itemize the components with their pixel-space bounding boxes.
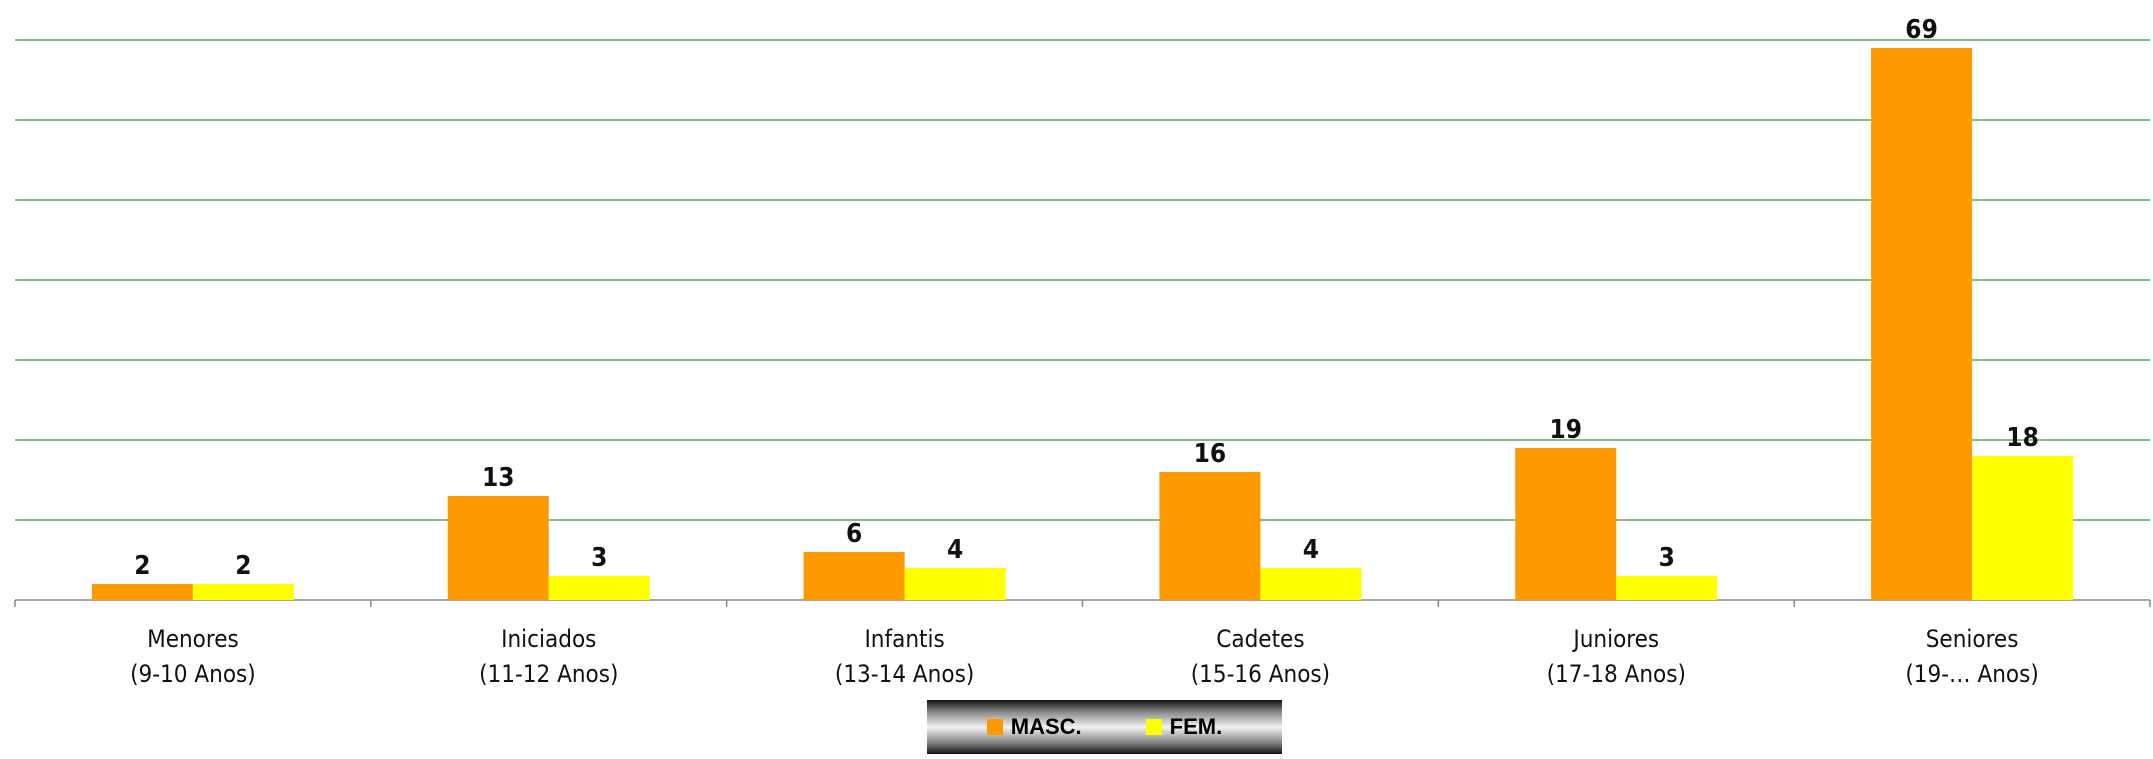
x-tick-label: Menores [147, 625, 239, 653]
x-tick-label: Cadetes [1216, 625, 1304, 653]
data-label: 69 [1905, 15, 1938, 45]
bar-masc [91, 584, 193, 600]
data-label: 2 [134, 551, 150, 581]
data-label: 4 [947, 535, 963, 565]
x-tick-label: (17-18 Anos) [1547, 660, 1686, 688]
data-label: 4 [1303, 535, 1319, 565]
x-tick-label: (15-16 Anos) [1191, 660, 1330, 688]
bar-masc [1871, 48, 1973, 600]
bar-fem [1260, 568, 1362, 600]
bar-fem [548, 576, 650, 600]
data-label: 6 [846, 519, 862, 549]
bar-fem [192, 584, 294, 600]
bar-masc [1515, 448, 1617, 600]
legend-swatch-masc [986, 719, 1003, 735]
legend-swatch-fem [1145, 719, 1162, 735]
data-label: 3 [591, 543, 607, 573]
data-label: 2 [235, 551, 251, 581]
data-label: 3 [1659, 543, 1675, 573]
legend-label-fem: FEM. [1169, 714, 1223, 739]
legend-item-masc: MASC. [986, 714, 1082, 740]
bar-fem [1972, 456, 2074, 600]
bar-masc [803, 552, 905, 600]
x-tick-label: (13-14 Anos) [835, 660, 974, 688]
x-tick-label: Juniores [1571, 625, 1659, 653]
legend-label-masc: MASC. [1010, 714, 1082, 739]
bar-masc [1159, 472, 1261, 600]
data-label: 18 [2006, 423, 2039, 453]
x-tick-label: (11-12 Anos) [479, 660, 618, 688]
x-tick-label: Iniciados [501, 625, 596, 653]
bar-fem [1616, 576, 1718, 600]
legend-item-fem: FEM. [1145, 714, 1223, 740]
x-tick-label: (9-10 Anos) [130, 660, 256, 688]
data-label: 19 [1549, 415, 1582, 445]
data-label: 16 [1194, 439, 1227, 469]
data-label: 13 [482, 463, 515, 493]
x-tick-label: Infantis [864, 625, 944, 653]
legend: MASC. FEM. [927, 700, 1282, 754]
x-tick-label: (19-… Anos) [1905, 660, 2038, 688]
x-tick-label: Seniores [1926, 625, 2019, 653]
bar-masc [447, 496, 549, 600]
bar-fem [904, 568, 1006, 600]
